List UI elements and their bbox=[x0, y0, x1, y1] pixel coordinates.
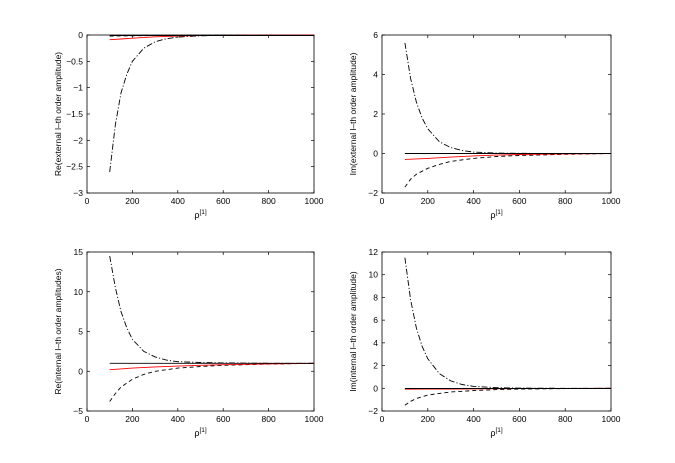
x-tick-label: 0 bbox=[380, 414, 385, 424]
x-axis-label-base: ρ bbox=[194, 210, 199, 220]
y-tick-label: 6 bbox=[373, 315, 378, 325]
x-tick-label: 0 bbox=[85, 196, 90, 206]
y-tick-label: −3 bbox=[73, 188, 83, 198]
x-axis-label-superscript: [1] bbox=[199, 209, 206, 216]
x-tick-label: 200 bbox=[125, 414, 139, 424]
x-axis-label: ρ[1] bbox=[490, 427, 503, 438]
x-tick-label: 200 bbox=[421, 196, 435, 206]
series-line-2 bbox=[404, 153, 612, 188]
y-tick-label: 15 bbox=[74, 247, 84, 257]
x-tick-label: 600 bbox=[216, 196, 230, 206]
x-tick-label: 400 bbox=[467, 196, 481, 206]
x-axis-label-superscript: [1] bbox=[495, 209, 502, 216]
x-tick-label: 0 bbox=[85, 414, 90, 424]
y-axis-label: Re(internal l–th order amplitudes) bbox=[53, 268, 63, 394]
x-tick-label: 800 bbox=[262, 414, 276, 424]
x-tick-label: 200 bbox=[421, 414, 435, 424]
chart-panel-4: 0 200 400 600 800 1000−2024681012ρ[1]Im(inter… bbox=[348, 247, 621, 438]
y-tick-label: −1.5 bbox=[66, 109, 83, 119]
x-axis-label-base: ρ bbox=[490, 428, 495, 438]
y-axis-label: Im(external l–th order amplitude) bbox=[348, 52, 358, 175]
y-tick-label: −2 bbox=[368, 188, 378, 198]
y-tick-label: 4 bbox=[373, 70, 378, 80]
x-tick-label: 1000 bbox=[305, 414, 324, 424]
y-tick-label: −2 bbox=[368, 406, 378, 416]
y-tick-label: 6 bbox=[373, 30, 378, 40]
series-line-2 bbox=[404, 387, 612, 406]
y-tick-label: 10 bbox=[369, 270, 379, 280]
plot-area-frame bbox=[381, 251, 612, 412]
chart-panel-3: 0 200 400 600 800 1000−5051015ρ[1]Re(internal… bbox=[53, 247, 324, 438]
series-line-3 bbox=[404, 153, 612, 160]
x-tick-label: 400 bbox=[171, 196, 185, 206]
x-axis-label: ρ[1] bbox=[194, 209, 207, 220]
y-tick-label: 5 bbox=[78, 327, 83, 337]
y-tick-label: 10 bbox=[74, 287, 84, 297]
plot-area-frame bbox=[381, 34, 612, 194]
y-tick-label: −1 bbox=[73, 83, 83, 93]
x-tick-label: 600 bbox=[216, 414, 230, 424]
y-tick-label: −0.5 bbox=[66, 56, 83, 66]
y-tick-label: 2 bbox=[373, 109, 378, 119]
x-tick-label: 400 bbox=[467, 414, 481, 424]
plot-area-frame bbox=[86, 34, 315, 194]
y-tick-label: 2 bbox=[373, 361, 378, 371]
y-tick-label: 8 bbox=[373, 292, 378, 302]
y-tick-label: 0 bbox=[78, 366, 83, 376]
x-tick-label: 800 bbox=[558, 414, 572, 424]
series-line-1 bbox=[404, 257, 611, 389]
chart-panel-1: 0 200 400 600 800 1000 −3 −2.5 −2 −1.5 −1 −0.5 0 ρ[1]… bbox=[53, 30, 324, 220]
x-tick-label: 600 bbox=[512, 414, 526, 424]
y-tick-label: 12 bbox=[369, 247, 379, 257]
y-axis-label: Re(external l–th order amplitude) bbox=[53, 52, 63, 176]
x-tick-label: 600 bbox=[512, 196, 526, 206]
y-tick-label: −5 bbox=[73, 406, 83, 416]
series-line-2 bbox=[109, 362, 315, 402]
x-tick-label: 0 bbox=[380, 196, 385, 206]
x-tick-label: 800 bbox=[262, 196, 276, 206]
series-line-1 bbox=[109, 34, 314, 172]
y-axis-label: Im(internal l–th order amplitude) bbox=[348, 271, 358, 392]
x-tick-label: 800 bbox=[558, 196, 572, 206]
x-tick-label: 1000 bbox=[305, 196, 324, 206]
series-line-1 bbox=[404, 42, 611, 154]
x-tick-label: 200 bbox=[125, 196, 139, 206]
x-axis-label: ρ[1] bbox=[194, 427, 207, 438]
x-axis-label-superscript: [1] bbox=[199, 427, 206, 434]
y-tick-label: 4 bbox=[373, 338, 378, 348]
x-tick-label: 400 bbox=[171, 414, 185, 424]
y-tick-label: 0 bbox=[78, 30, 83, 40]
plot-area-frame bbox=[86, 251, 315, 412]
series-line-3 bbox=[109, 362, 315, 371]
series-line-1 bbox=[109, 255, 314, 364]
y-tick-label: −2.5 bbox=[66, 162, 83, 172]
y-tick-label: 0 bbox=[373, 383, 378, 393]
x-axis-label: ρ[1] bbox=[490, 209, 503, 220]
x-axis-label-base: ρ bbox=[194, 428, 199, 438]
x-axis-label-base: ρ bbox=[490, 210, 495, 220]
x-tick-label: 1000 bbox=[602, 196, 621, 206]
x-tick-label: 1000 bbox=[602, 414, 621, 424]
x-axis-label-superscript: [1] bbox=[495, 427, 502, 434]
y-tick-label: −2 bbox=[73, 135, 83, 145]
y-tick-label: 0 bbox=[373, 149, 378, 159]
